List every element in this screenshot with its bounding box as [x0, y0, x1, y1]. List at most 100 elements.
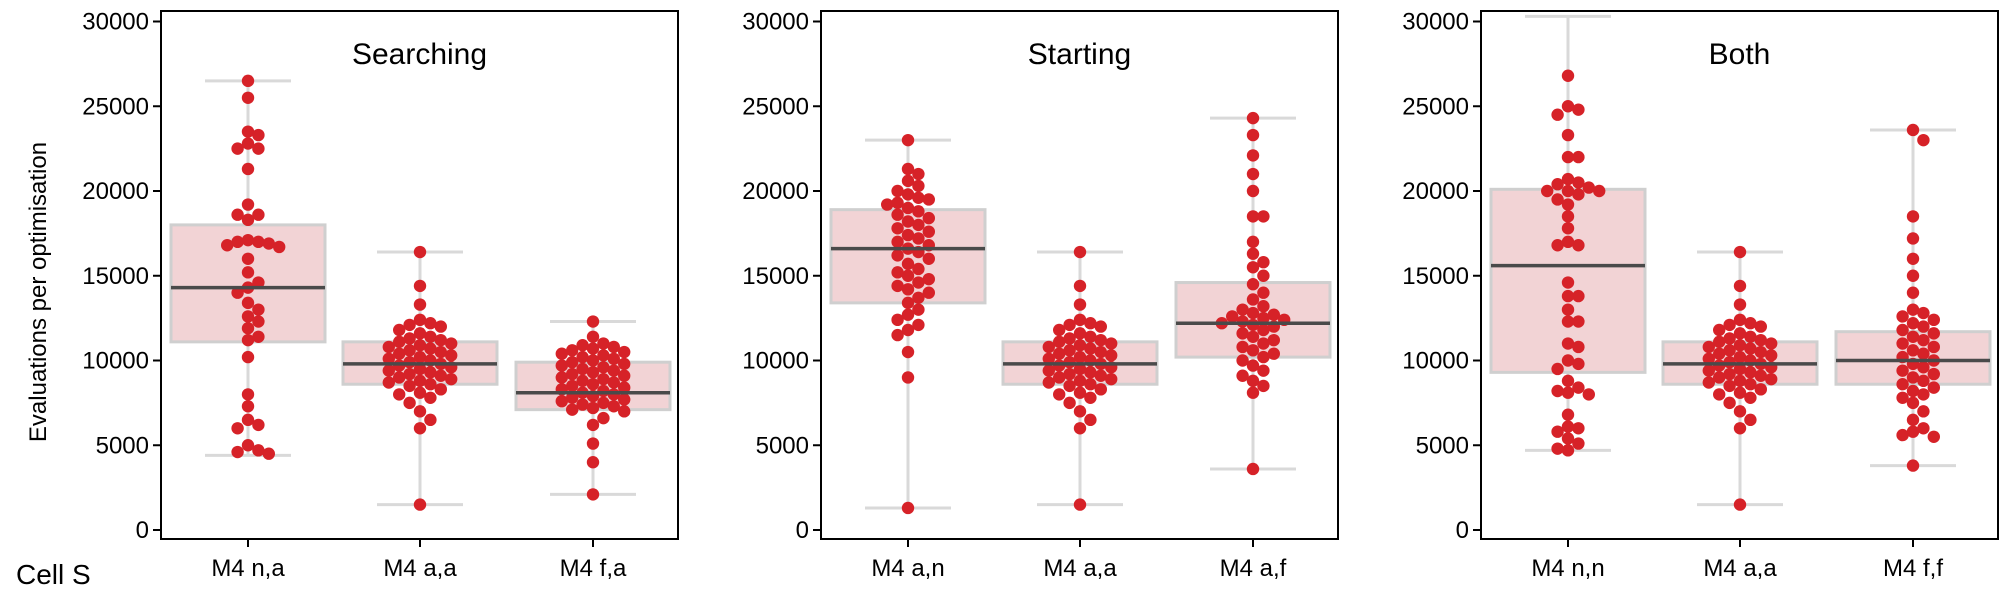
data-point: [1723, 379, 1736, 393]
data-point: [1541, 184, 1554, 198]
data-point: [566, 367, 579, 381]
data-point: [1572, 340, 1585, 354]
corner-label: Cell S: [16, 559, 91, 590]
data-point: [1063, 344, 1076, 357]
data-point: [1246, 261, 1260, 274]
data-point: [576, 398, 589, 411]
data-point: [1063, 318, 1076, 332]
data-point: [912, 262, 925, 276]
data-point: [445, 349, 458, 362]
data-point: [241, 198, 255, 211]
data-point: [445, 372, 458, 386]
data-point: [901, 174, 915, 188]
data-point: [1246, 149, 1260, 162]
data-point: [1896, 391, 1909, 404]
data-point: [891, 249, 904, 262]
data-point: [1906, 384, 1920, 398]
data-point: [1744, 378, 1757, 391]
data-point: [1226, 310, 1239, 323]
data-point: [1073, 422, 1087, 435]
data-point: [1257, 323, 1270, 337]
data-point: [1073, 386, 1087, 399]
y-tick-label: 15000: [1402, 263, 1469, 290]
data-point: [241, 125, 255, 138]
data-point: [1246, 184, 1260, 198]
data-point: [555, 394, 568, 408]
data-point: [1927, 367, 1941, 381]
data-point: [597, 361, 610, 374]
data-point: [241, 137, 255, 150]
data-point: [1236, 354, 1249, 367]
data-point: [1896, 378, 1909, 391]
data-point: [1582, 181, 1596, 194]
data-point: [891, 266, 904, 279]
data-point: [1084, 342, 1097, 355]
data-point: [618, 357, 631, 371]
data-point: [586, 488, 600, 501]
data-point: [1754, 333, 1768, 347]
data-point: [1561, 210, 1575, 223]
data-point: [1582, 388, 1596, 401]
data-point: [1561, 235, 1575, 249]
data-point: [1063, 332, 1076, 345]
data-point: [1572, 239, 1585, 252]
y-tick-label: 30000: [82, 9, 149, 36]
data-point: [231, 286, 244, 299]
y-tick-label: 25000: [82, 93, 149, 120]
data-point: [241, 350, 255, 364]
data-point: [597, 411, 610, 425]
data-point: [1906, 232, 1920, 245]
data-point: [1246, 167, 1260, 181]
panel-title: Both: [1709, 38, 1771, 71]
data-point: [1551, 442, 1564, 455]
data-point: [241, 322, 255, 335]
y-tick-label: 30000: [742, 9, 809, 36]
data-point: [403, 379, 416, 393]
data-point: [618, 345, 631, 359]
data-point: [413, 374, 427, 388]
data-point: [241, 162, 255, 176]
data-point: [618, 405, 631, 418]
data-point: [413, 313, 427, 327]
data-point: [1561, 315, 1575, 328]
data-point: [901, 257, 915, 271]
data-point: [901, 371, 915, 384]
data-point: [891, 235, 904, 249]
data-point: [891, 222, 904, 235]
data-point: [1257, 337, 1270, 350]
data-point: [403, 332, 416, 345]
y-tick-label: 5000: [756, 432, 809, 459]
data-point: [1572, 188, 1585, 201]
data-point: [912, 291, 925, 304]
data-point: [922, 286, 935, 299]
data-point: [1906, 413, 1920, 427]
data-point: [1744, 413, 1757, 427]
data-point: [1733, 313, 1747, 327]
data-point: [1906, 425, 1920, 438]
data-point: [607, 352, 620, 366]
data-point: [1053, 323, 1066, 337]
data-point: [1042, 364, 1056, 377]
data-point: [1733, 498, 1747, 511]
y-tick-label: 15000: [742, 263, 809, 290]
data-point: [1551, 239, 1564, 252]
data-point: [1896, 323, 1909, 337]
x-tick-label: M4 a,f: [1220, 555, 1287, 582]
data-point: [1267, 347, 1281, 360]
data-point: [1257, 300, 1270, 313]
data-point: [1246, 344, 1260, 357]
data-point: [413, 279, 427, 293]
x-tick-label: M4 n,n: [1531, 555, 1604, 582]
data-point: [434, 383, 447, 396]
data-point: [901, 269, 915, 282]
data-point: [1561, 408, 1575, 421]
data-point: [1257, 311, 1270, 325]
y-tick-label: 25000: [1402, 93, 1469, 120]
data-point: [1561, 172, 1575, 186]
data-point: [1073, 498, 1087, 511]
data-point: [1561, 420, 1575, 433]
data-point: [912, 167, 925, 181]
data-point: [1084, 330, 1097, 343]
data-point: [434, 320, 447, 333]
data-point: [1053, 335, 1066, 349]
